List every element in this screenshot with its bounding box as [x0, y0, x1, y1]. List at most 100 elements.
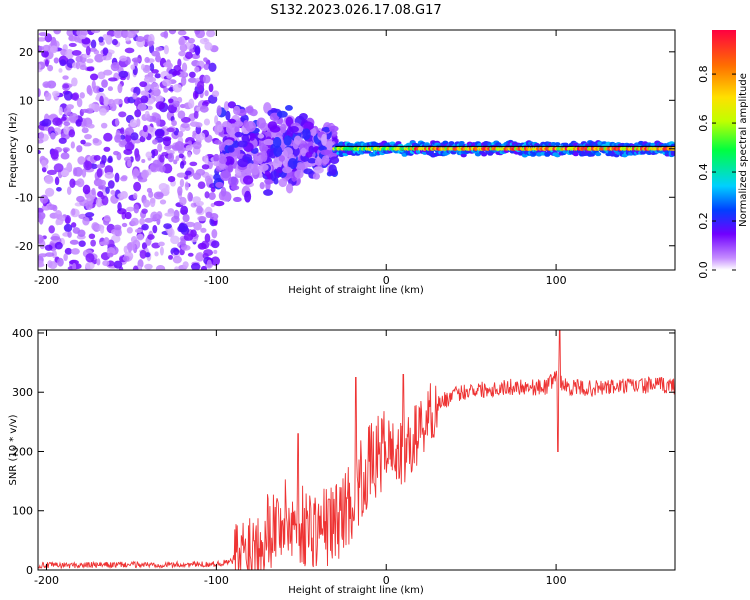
heatmap-cell [263, 189, 274, 196]
heatmap-cell [208, 62, 217, 73]
heatmap-cell [210, 256, 221, 266]
heatmap-cell [42, 44, 51, 52]
heatmap-cell [180, 205, 189, 216]
snr-panel: -200 -100 0 100 0 100 200 300 400 Height of str… [8, 327, 676, 596]
heatmap-cell [212, 90, 220, 98]
heatmap-cell [330, 130, 338, 137]
snr-series-line [38, 330, 675, 570]
top-x-axis-label: Height of straight line (km) [288, 285, 424, 296]
heatmap-cell [194, 46, 201, 56]
heatmap-cell [154, 251, 159, 257]
heatmap-cell [134, 109, 142, 118]
heatmap-cell [98, 87, 104, 93]
heatmap-cell [70, 141, 75, 149]
heatmap-cell [71, 208, 76, 216]
heatmap-cell [73, 166, 83, 177]
heatmap-cell [88, 47, 98, 52]
heatmap-cell [152, 139, 158, 145]
heatmap-cell [200, 227, 207, 233]
heatmap-cell [163, 223, 172, 230]
heatmap-cell [44, 187, 55, 197]
heatmap-cell [126, 226, 133, 234]
heatmap-cell [245, 106, 254, 114]
heatmap-cell [85, 107, 94, 114]
heatmap-cell [554, 142, 561, 147]
heatmap-cell [295, 161, 306, 171]
heatmap-cell [182, 213, 190, 223]
heatmap-cell [167, 228, 175, 238]
heatmap-cell [121, 222, 128, 228]
heatmap-cell [146, 187, 153, 193]
heatmap-cell [38, 234, 44, 244]
heatmap-cell [257, 133, 265, 139]
heatmap-cell [293, 135, 302, 145]
heatmap-cell [121, 30, 129, 39]
heatmap-cell [63, 253, 68, 262]
heatmap-cell [54, 241, 63, 250]
heatmap-cell [288, 126, 299, 133]
heatmap-cell [57, 257, 64, 267]
heatmap-cell [126, 242, 136, 251]
heatmap-cell [100, 122, 108, 129]
colorbar: 0.0 0.2 0.4 0.6 0.8 Normalized spectral ampl… [697, 30, 749, 279]
heatmap-cell [147, 234, 155, 240]
heatmap-cell [195, 168, 206, 176]
heatmap-cell [123, 148, 133, 156]
heatmap-cell [60, 152, 70, 160]
heatmap-cell [193, 221, 202, 231]
heatmap-cell [53, 30, 62, 35]
heatmap-cell [72, 262, 77, 270]
heatmap-cell [53, 57, 59, 64]
heatmap-cell [115, 129, 121, 140]
heatmap-cell [140, 95, 149, 104]
heatmap-cell [133, 192, 138, 200]
heatmap-cell [405, 142, 412, 147]
y-tick-label: 20 [19, 46, 33, 59]
heatmap-cell [168, 254, 174, 260]
heatmap-cell [52, 117, 62, 126]
heatmap-cell [156, 211, 163, 220]
heatmap-cell [215, 181, 224, 188]
heatmap-cell [171, 144, 182, 150]
heatmap-cell [183, 233, 194, 241]
heatmap-cell [321, 133, 327, 146]
heatmap-cell [177, 58, 182, 68]
heatmap-cell [38, 131, 45, 141]
x-tick-label: 0 [383, 574, 390, 587]
heatmap-cell [218, 156, 227, 164]
heatmap-cell [302, 128, 311, 141]
heatmap-cell [199, 105, 209, 113]
heatmap-cell [184, 170, 192, 176]
figure-title: S132.2023.026.17.08.G17 [270, 3, 441, 18]
heatmap-cell [120, 127, 125, 135]
heatmap-cell [66, 104, 74, 110]
heatmap-cell [303, 168, 314, 175]
heatmap-cell [131, 57, 142, 63]
heatmap-cell [173, 248, 180, 256]
heatmap-cell [324, 140, 335, 151]
heatmap-cell [141, 169, 149, 179]
heatmap-cell [92, 103, 100, 113]
heatmap-cell [76, 195, 85, 203]
heatmap-cell [58, 137, 67, 144]
heatmap-cell [81, 127, 89, 134]
heatmap-cell [225, 110, 231, 121]
heatmap-cell [188, 71, 196, 78]
heatmap-cell [187, 252, 194, 257]
heatmap-cell [76, 178, 85, 188]
heatmap-cell [171, 120, 177, 127]
heatmap-cell [133, 204, 140, 214]
heatmap-cell [51, 90, 60, 97]
heatmap-cell [177, 110, 186, 119]
heatmap-cell [196, 205, 203, 214]
heatmap-cell [226, 122, 233, 135]
colorbar-tick-label: 0.8 [697, 65, 710, 83]
heatmap-cell [105, 186, 110, 194]
heatmap-cell [143, 199, 151, 208]
heatmap-cell [312, 172, 321, 180]
heatmap-cell [129, 119, 138, 128]
heatmap-cell [156, 117, 161, 127]
heatmap-cell [68, 112, 79, 123]
heatmap-cell [52, 204, 58, 212]
heatmap-cell [139, 249, 147, 259]
